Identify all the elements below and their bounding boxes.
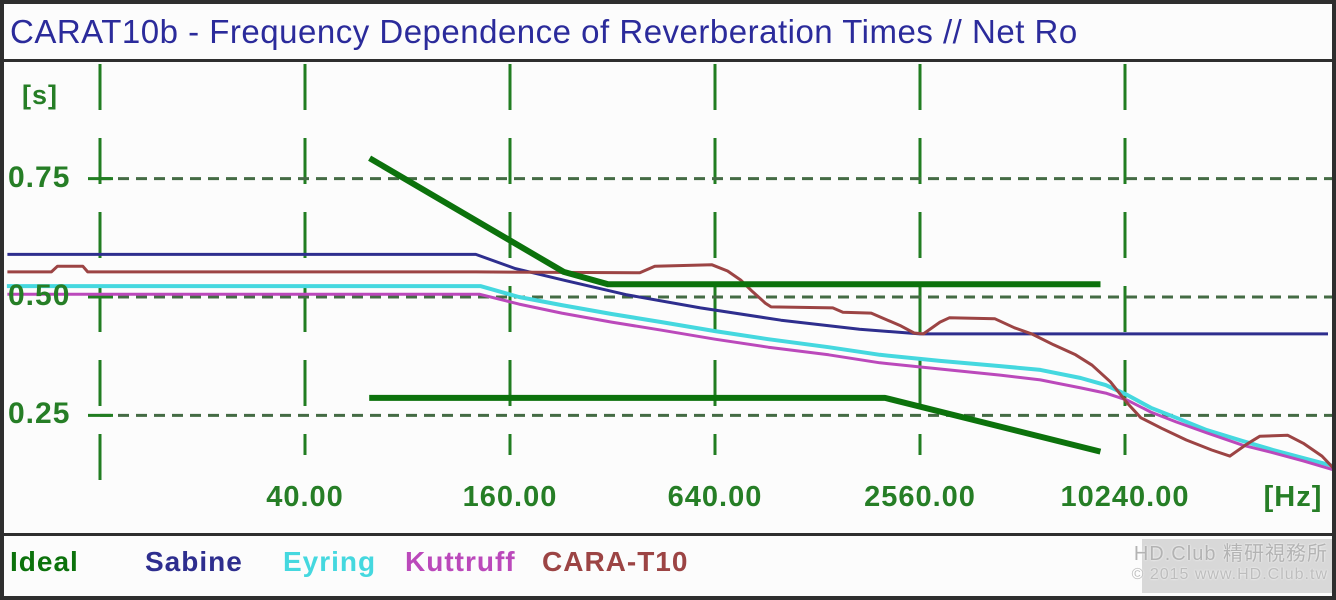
y-tick-label-0.75: 0.75: [8, 160, 71, 194]
title-separator: [0, 59, 1336, 62]
series-line-cara-t10: [7, 263, 1336, 477]
x-tick-label-2560: 2560.00: [864, 481, 976, 513]
chart-title: CARAT10b - Frequency Dependence of Rever…: [10, 13, 1078, 50]
x-tick-label-10240: 10240.00: [1060, 481, 1190, 513]
series-line-ideal-1: [368, 155, 1101, 288]
watermark-line2: © 2015 www.HD.Club.tw: [1131, 566, 1328, 583]
series-line-eyring: [6, 284, 1336, 469]
x-tick-label-160: 160.00: [462, 481, 558, 513]
legend-item-cara-t10: CARA-T10: [542, 546, 689, 577]
series-line-ideal-2: [369, 394, 1102, 455]
legend-separator: [0, 533, 1336, 536]
series-line-kuttruff: [7, 292, 1336, 472]
y-axis-unit-label: [s]: [22, 80, 58, 110]
y-tick-label-0.25: 0.25: [8, 397, 71, 431]
series-line-sabine: [7, 252, 1328, 336]
x-axis-unit-label: [Hz]: [1263, 481, 1323, 513]
legend-item-ideal: Ideal: [10, 546, 79, 577]
x-tick-label-40: 40.00: [266, 481, 344, 513]
watermark-background: [1142, 539, 1332, 593]
legend-item-eyring: Eyring: [283, 546, 377, 577]
legend-item-sabine: Sabine: [145, 546, 243, 577]
watermark: HD.Club 精研視務所 © 2015 www.HD.Club.tw: [1132, 543, 1328, 584]
legend-item-kuttruff: Kuttruff: [405, 546, 516, 577]
title-bar: CARAT10b - Frequency Dependence of Rever…: [4, 4, 1332, 59]
x-tick-label-640: 640.00: [667, 481, 763, 513]
watermark-line1: HD.Club 精研視務所: [1133, 543, 1328, 565]
chart-legend: Ideal Sabine Eyring Kuttruff CARA-T10: [0, 536, 1336, 596]
y-tick-label-0.50: 0.50: [8, 279, 71, 312]
